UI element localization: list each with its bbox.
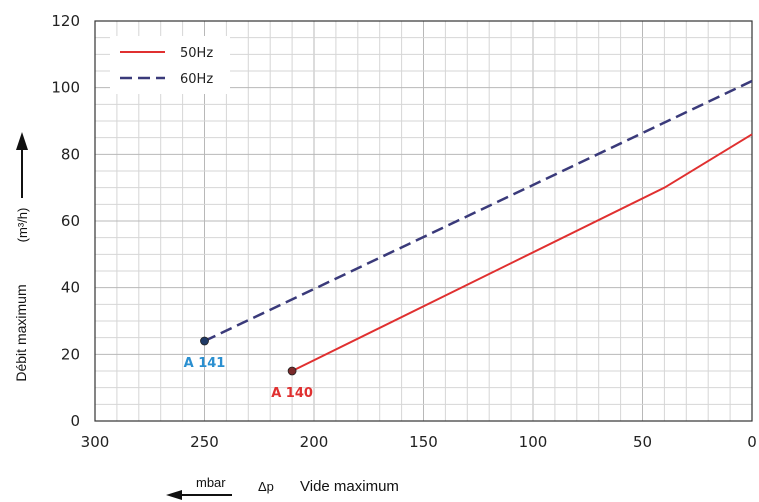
x-tick-label: 50 <box>633 433 652 451</box>
series-line-60hz <box>203 79 753 343</box>
point-marker <box>287 366 297 376</box>
x-tick-label: 250 <box>190 433 219 451</box>
legend-label-50hz: 50Hz <box>180 46 213 61</box>
legend-label-60hz: 60Hz <box>180 72 213 87</box>
x-tick-label: 300 <box>81 433 110 451</box>
point-marker <box>200 336 209 346</box>
y-tick-label: 0 <box>70 412 80 430</box>
y-tick-label: 80 <box>61 145 80 163</box>
y-tick-labels: 0 20 40 60 80 100 120 <box>51 12 80 430</box>
y-tick-label: 60 <box>61 212 80 230</box>
point-markers <box>200 336 297 376</box>
y-axis-unit: (m³/h) <box>15 208 30 243</box>
x-tick-labels: 300 250 200 150 100 50 0 <box>81 433 757 451</box>
y-tick-label: 120 <box>51 12 80 30</box>
annotation-label: A 141 <box>184 356 226 371</box>
x-axis-symbol: Δp <box>258 479 274 494</box>
y-tick-label: 20 <box>61 345 80 363</box>
x-axis-label: Vide maximum <box>300 478 399 495</box>
x-tick-label: 200 <box>300 433 329 451</box>
annotation-label: A 140 <box>271 386 313 401</box>
legend: 50Hz 60Hz <box>110 36 230 94</box>
x-axis-arrow <box>166 490 232 500</box>
y-tick-label: 100 <box>51 79 80 97</box>
y-axis-title: Débit maximum <box>13 284 29 381</box>
grid <box>94 20 753 422</box>
series-line-50hz <box>291 133 753 372</box>
legend-box <box>110 36 230 94</box>
y-tick-label: 40 <box>61 279 80 297</box>
y-axis-label: Débit maximum <box>13 284 29 381</box>
plot-frame <box>94 20 753 422</box>
x-axis-unit: mbar <box>196 475 226 490</box>
series-layer <box>203 79 753 372</box>
x-tick-label: 150 <box>409 433 438 451</box>
y-axis-arrow <box>16 132 28 198</box>
x-tick-label: 0 <box>747 433 757 451</box>
y-axis-unit-group: (m³/h) <box>15 208 30 243</box>
x-tick-label: 100 <box>519 433 548 451</box>
annotations: A 141 A 140 <box>184 356 313 401</box>
